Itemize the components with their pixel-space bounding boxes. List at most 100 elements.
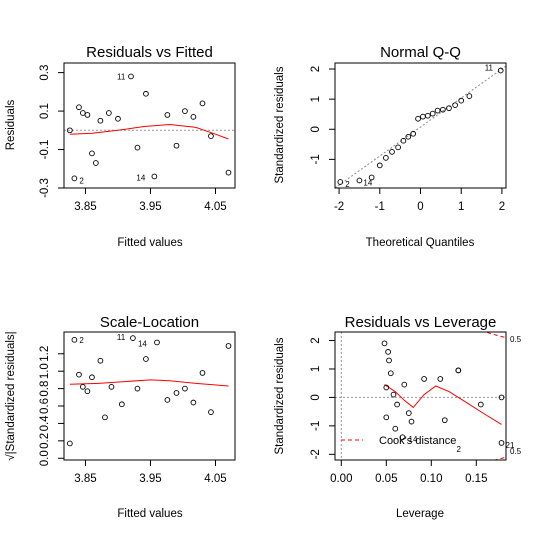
- data-point: [182, 108, 188, 114]
- data-point: [84, 388, 91, 395]
- data-point: [399, 434, 406, 441]
- data-point: [390, 391, 397, 398]
- y-tick-label: 0.0: [39, 450, 51, 466]
- data-point: [208, 409, 214, 415]
- point-label: 2: [79, 336, 84, 345]
- plot-title: Scale-Location: [100, 314, 199, 331]
- data-point: [164, 112, 171, 118]
- data-point: [97, 357, 104, 364]
- y-tick-label: 0: [310, 394, 322, 400]
- y-tick-label: -1: [310, 421, 322, 431]
- data-point: [455, 367, 462, 374]
- x-tick-label: 3.85: [74, 201, 96, 213]
- data-point: [71, 175, 78, 182]
- data-point: [182, 385, 188, 392]
- plot-area: [64, 73, 235, 182]
- point-label: 2: [457, 445, 462, 454]
- plot-panel-1: 11 2 14 3.85 3.95 4.05 -0.3 -0.1 0.1 0.3 Residuals…: [5, 44, 236, 249]
- data-point: [446, 105, 452, 112]
- plot-area: [67, 335, 232, 447]
- data-point: [130, 335, 136, 341]
- plot-panel-3: 2 11 14 3.85 3.95 4.05 0.00.20.40.60.8 1.01.2 Sc…: [4, 314, 236, 520]
- data-point: [383, 384, 390, 391]
- x-axis: 0.00 0.05 0.10 0.15: [330, 460, 487, 485]
- y-tick-label: 0: [310, 126, 322, 132]
- cooks-contour-label: 0.5: [510, 447, 522, 456]
- data-point: [497, 67, 504, 74]
- data-point: [408, 418, 415, 425]
- data-point: [477, 401, 484, 408]
- point-label: 14: [363, 178, 372, 187]
- y-axis: -1 0 1 2: [310, 66, 335, 165]
- cooks-distance-curve: [485, 332, 506, 339]
- data-point: [401, 381, 408, 388]
- point-label: 2: [79, 176, 84, 185]
- data-point: [394, 401, 400, 408]
- y-tick-label: 2: [310, 66, 322, 72]
- x-tick-label: 0.05: [375, 473, 397, 485]
- legend: Cook's distance: [341, 435, 456, 447]
- data-point: [429, 110, 436, 117]
- data-point: [106, 110, 112, 116]
- legend-label: Cook's distance: [379, 435, 456, 447]
- x-tick-label: 3.85: [74, 473, 96, 485]
- y-tick-label: -0.3: [39, 178, 51, 198]
- data-point: [415, 115, 421, 122]
- point-label: 11: [117, 333, 126, 342]
- x-axis: 3.85 3.95 4.05: [74, 460, 227, 485]
- x-axis-label: Fitted values: [117, 508, 182, 520]
- data-point: [143, 90, 149, 97]
- data-point: [225, 343, 232, 349]
- point-label: 14: [136, 173, 145, 182]
- point-label: 14: [409, 435, 418, 444]
- data-point: [151, 173, 158, 180]
- data-point: [400, 137, 407, 144]
- x-tick-label: 2: [499, 201, 505, 213]
- smoother-line: [69, 379, 229, 387]
- data-point: [385, 349, 391, 355]
- y-tick-label: 0.3: [39, 65, 51, 81]
- data-point: [128, 73, 134, 80]
- point-label: 14: [138, 339, 147, 348]
- data-point: [386, 357, 392, 364]
- data-point: [437, 376, 444, 382]
- y-axis: -0.3 -0.1 0.1 0.3: [39, 65, 64, 198]
- data-point: [410, 130, 417, 137]
- point-label: 11: [117, 72, 126, 81]
- data-point: [93, 160, 99, 166]
- y-tick-label: -2: [310, 449, 322, 459]
- data-point: [67, 440, 73, 447]
- smoother-line: [384, 384, 502, 425]
- point-label: 11: [485, 64, 494, 73]
- data-point: [84, 112, 91, 118]
- data-point: [76, 371, 82, 378]
- data-point: [376, 162, 383, 169]
- smoother-line: [69, 123, 229, 140]
- x-tick-label: 1: [458, 201, 464, 213]
- plot-frame: [334, 331, 507, 461]
- data-point: [208, 133, 214, 139]
- data-point: [441, 417, 448, 424]
- data-point: [173, 142, 180, 149]
- y-axis-label: √|Standardized residuals|: [4, 331, 17, 460]
- x-tick-label: -1: [375, 201, 385, 213]
- y-tick-label: -0.1: [39, 140, 51, 160]
- data-point: [383, 155, 389, 161]
- data-point: [395, 144, 401, 151]
- data-point: [337, 179, 344, 185]
- data-point: [466, 93, 473, 99]
- data-point: [143, 356, 149, 362]
- y-tick-label: 1: [310, 366, 322, 372]
- data-point: [405, 133, 412, 140]
- data-point: [356, 177, 363, 184]
- x-tick-label: 0.10: [420, 473, 442, 485]
- data-point: [387, 370, 394, 377]
- plot-area: [335, 332, 506, 460]
- data-point: [421, 376, 427, 382]
- y-tick-label: 0.2: [39, 433, 51, 449]
- data-point: [225, 169, 232, 176]
- data-point: [424, 112, 431, 119]
- data-point: [80, 110, 86, 116]
